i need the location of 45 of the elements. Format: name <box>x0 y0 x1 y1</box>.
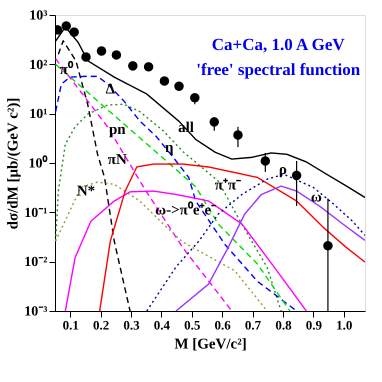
annotation: ω <box>310 189 322 206</box>
y-tick-label: 10⁰ <box>28 154 48 172</box>
x-tick-label: 0.4 <box>154 318 170 332</box>
point <box>112 50 122 60</box>
point <box>292 170 302 180</box>
x-axis-title: M [GeV/c²] <box>174 336 247 352</box>
y-tick-label: 10⁻² <box>24 255 48 270</box>
text: Ca+Ca, 1.0 A GeV <box>212 35 346 54</box>
point <box>323 241 333 251</box>
annotation: pn <box>108 122 126 138</box>
y-tick-label: 10² <box>29 58 48 73</box>
point <box>128 61 138 71</box>
x-tick-label: 0.9 <box>306 318 322 332</box>
point <box>69 27 79 37</box>
annotation: N* <box>76 183 96 200</box>
point <box>210 117 219 127</box>
y-axis-title: dσ/dM [μb/(GeV c²)] <box>5 98 22 230</box>
text: 'free' spectral function <box>196 60 361 79</box>
point <box>62 21 71 31</box>
x-tick-label: 0.7 <box>244 318 262 332</box>
x-tick-label: 0.2 <box>92 318 110 332</box>
y-tick-label: 10³ <box>29 8 48 24</box>
x-tick-label: 0.5 <box>184 318 201 332</box>
line-series <box>98 163 365 311</box>
x-tick-label: 0.8 <box>275 318 292 332</box>
y-tick-label: 10⁻¹ <box>24 206 48 221</box>
annotation: Δ <box>106 82 116 98</box>
annotation: ρ <box>278 162 287 178</box>
point <box>174 81 184 91</box>
x-tick-label: 0.6 <box>214 318 232 332</box>
point <box>96 46 106 56</box>
x-tick-label: 1.0 <box>336 318 352 332</box>
annotation: π⁺π⁻ <box>214 177 242 194</box>
point <box>190 93 200 103</box>
point <box>160 76 170 86</box>
x-tick-label: 0.3 <box>123 318 140 332</box>
point <box>144 62 154 72</box>
point <box>233 130 243 140</box>
point <box>81 52 91 62</box>
x-tick-label: 0.1 <box>62 318 79 332</box>
y-tick-label: 10¹ <box>29 107 48 122</box>
annotation: πN <box>108 152 127 168</box>
annotation: η <box>165 140 174 156</box>
y-tick-label: 10⁻³ <box>24 304 48 320</box>
point <box>260 156 270 166</box>
